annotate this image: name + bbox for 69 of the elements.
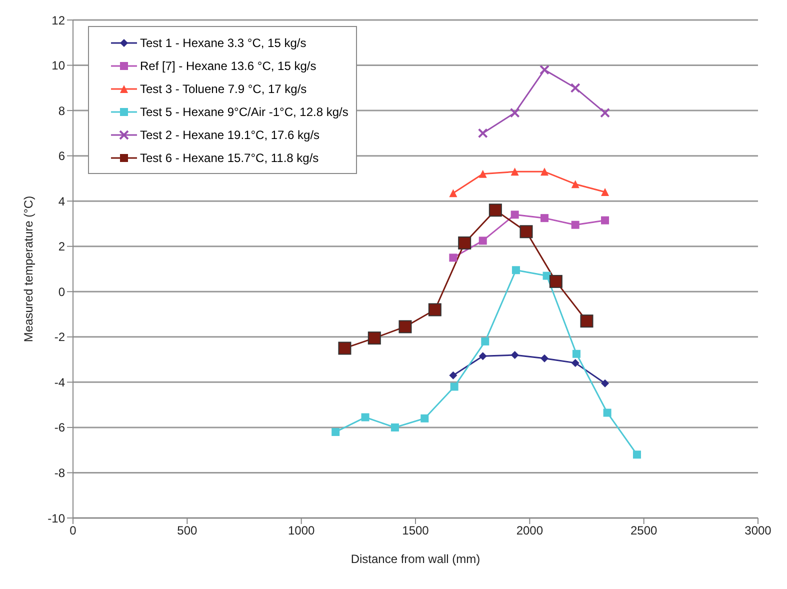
legend-label: Ref [7] - Hexane 13.6 °C, 15 kg/s xyxy=(140,58,316,72)
point xyxy=(478,352,487,360)
y-tick-label: 6 xyxy=(58,149,66,164)
x-tick-label: 1000 xyxy=(288,524,316,538)
point xyxy=(332,428,340,436)
point xyxy=(549,274,562,288)
point xyxy=(428,303,442,316)
y-tick-label: -2 xyxy=(54,330,66,344)
point xyxy=(603,408,612,417)
legend-label: Test 1 - Hexane 3.3 °C, 15 kg/s xyxy=(140,36,306,50)
point xyxy=(458,236,472,250)
point xyxy=(601,379,610,388)
point xyxy=(571,180,580,188)
point xyxy=(449,254,458,262)
point xyxy=(488,204,502,217)
point xyxy=(632,450,641,459)
point xyxy=(570,82,580,93)
point xyxy=(338,342,352,355)
point xyxy=(571,220,580,229)
point xyxy=(390,423,399,432)
point xyxy=(601,216,610,224)
point xyxy=(572,350,580,358)
point xyxy=(512,266,520,274)
x-tick-label: 1500 xyxy=(402,524,430,538)
point xyxy=(540,64,550,75)
point xyxy=(510,210,519,219)
point xyxy=(510,351,519,360)
y-tick-label: -4 xyxy=(54,375,66,390)
legend-label: Test 5 - Hexane 9°C/Air -1°C, 12.8 kg/s xyxy=(140,104,348,118)
point xyxy=(398,320,412,334)
point xyxy=(601,188,610,196)
point xyxy=(580,314,594,328)
legend-label: Test 2 - Hexane 19.1°C, 17.6 kg/s xyxy=(140,128,320,142)
point xyxy=(481,337,490,346)
y-tick-label: 12 xyxy=(52,13,66,28)
point xyxy=(478,236,487,245)
point xyxy=(520,225,533,238)
y-tick-label: 10 xyxy=(52,58,66,73)
point xyxy=(478,170,487,178)
x-tick-label: 2000 xyxy=(516,524,544,538)
legend-label: Test 6 - Hexane 15.7°C, 11.8 kg/s xyxy=(140,150,319,164)
x-tick-label: 2500 xyxy=(630,524,658,538)
point xyxy=(600,108,610,118)
point xyxy=(449,371,458,380)
point xyxy=(571,358,580,367)
y-tick-label: 0 xyxy=(58,284,66,299)
legend-label: Test 3 - Toluene 7.9 °C, 17 kg/s xyxy=(140,82,307,96)
x-tick-label: 0 xyxy=(70,524,77,538)
point xyxy=(368,332,381,345)
point xyxy=(450,382,458,391)
point xyxy=(540,168,549,176)
x-tick-label: 3000 xyxy=(744,524,772,538)
point xyxy=(420,414,429,422)
y-tick-label: -6 xyxy=(54,420,66,435)
y-tick-label: -8 xyxy=(54,466,66,480)
y-axis-title: Measured temperature (°C) xyxy=(21,196,36,342)
x-tick-label: 500 xyxy=(177,524,198,538)
x-axis-title: Distance from wall (mm) xyxy=(350,552,480,566)
point xyxy=(510,168,519,176)
y-tick-label: -10 xyxy=(48,511,66,526)
point xyxy=(540,214,549,222)
point xyxy=(540,354,549,362)
point xyxy=(449,189,458,198)
point xyxy=(478,128,488,138)
y-tick-label: 2 xyxy=(58,240,66,254)
point xyxy=(361,413,370,422)
y-tick-label: 4 xyxy=(58,194,66,208)
point xyxy=(510,108,520,118)
y-tick-label: 8 xyxy=(58,104,66,118)
